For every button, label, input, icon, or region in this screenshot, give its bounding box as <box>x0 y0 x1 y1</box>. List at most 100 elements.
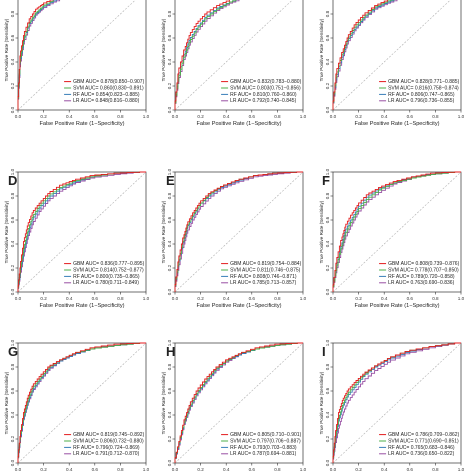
x-tick-label: 0.8 <box>432 467 439 472</box>
y-tick-label: 0.0 <box>10 459 15 466</box>
x-tick-label: 0.4 <box>66 114 73 119</box>
panel-letter: D <box>8 173 17 188</box>
legend-entry-lr: LR AUC= 0.787(0.694−0.881) <box>230 451 296 457</box>
y-axis-title: True Positive Rate (Sensitivity) <box>161 200 166 263</box>
legend-entry-lr: LR AUC= 0.780(0.711−0.849) <box>73 280 139 286</box>
roc-curve-svm <box>17 0 57 110</box>
plot-frame <box>332 342 462 464</box>
y-tick-label: 0.8 <box>325 363 330 370</box>
y-tick-label: 0.0 <box>325 459 330 466</box>
y-tick-label: 0.0 <box>325 106 330 113</box>
x-tick-label: 0.6 <box>407 467 414 472</box>
y-axis-title: True Positive Rate (Sensitivity) <box>4 371 9 434</box>
chance-diagonal <box>332 171 462 293</box>
y-tick-label: 0.6 <box>10 34 15 41</box>
x-tick-label: 0.8 <box>117 296 124 301</box>
legend-entry-rf: RF AUC= 0.793(0.703−0.883) <box>230 445 297 451</box>
legend-entry-rf: RF AUC= 0.765(0.683−0.846) <box>388 445 455 451</box>
roc-panel-g: G0.00.00.20.20.40.40.60.60.80.81.01.0Fal… <box>4 339 150 472</box>
x-tick-label: 0.0 <box>330 114 337 119</box>
legend-entry-svm: SVM AUC= 0.803(0.751−0.856) <box>230 85 301 91</box>
y-tick-label: 0.6 <box>325 387 330 394</box>
y-tick-label: 0.6 <box>167 216 172 223</box>
x-tick-label: 0.6 <box>407 114 414 119</box>
legend-entry-lr: LR AUC= 0.848(0.816−0.880) <box>73 98 139 104</box>
legend-entry-gbm: GBM AUC= 0.808(0.739−0.876) <box>388 261 459 267</box>
x-tick-label: 0.0 <box>15 296 22 301</box>
legend-entry-lr: LR AUC= 0.763(0.690−0.836) <box>388 280 454 286</box>
legend-entry-lr: LR AUC= 0.736(0.650−0.822) <box>388 451 454 457</box>
x-tick-label: 0.6 <box>92 296 99 301</box>
x-tick-label: 0.8 <box>117 467 124 472</box>
x-tick-label: 0.6 <box>249 114 256 119</box>
legend-entry-gbm: GBM AUC= 0.878(0.850−0.907) <box>73 79 144 85</box>
roc-curve-svm <box>332 171 461 292</box>
plot-frame <box>17 0 147 111</box>
panel-letter: E <box>166 173 175 188</box>
roc-panel-e: E 0.00.0 0.2 0.2 0.4 0.4 0.6 0.6 0.8 0.8 1.0 1.0 Fal… <box>161 168 307 309</box>
y-tick-label: 0.8 <box>167 363 172 370</box>
legend-entry-svm: SVM AUC= 0.860(0.830−0.891) <box>73 85 144 91</box>
legend-entry-lr: LR AUC= 0.791(0.712−0.870) <box>73 451 139 457</box>
legend-entry-svm: SVM AUC= 0.797(0.706−0.887) <box>230 438 301 444</box>
y-tick-label: 0.4 <box>10 411 15 418</box>
roc-curve-gbm <box>17 171 146 292</box>
legend-entry-rf: RF AUC= 0.808(0.746−0.871) <box>230 274 297 280</box>
x-axis-title: False Positive Rate (1−Specificity) <box>354 121 439 127</box>
y-tick-label: 1.0 <box>10 339 15 346</box>
x-axis-title: False Positive Rate (1−Specificity) <box>39 303 124 309</box>
x-tick-label: 1.0 <box>300 467 307 472</box>
x-tick-label: 1.0 <box>143 114 150 119</box>
y-tick-label: 0.4 <box>167 58 172 65</box>
x-tick-label: 0.0 <box>330 296 337 301</box>
chance-diagonal <box>174 342 304 464</box>
roc-curve-lr <box>17 0 64 110</box>
x-tick-label: 0.8 <box>432 296 439 301</box>
panel-letter: H <box>166 344 175 359</box>
chance-diagonal <box>174 171 304 293</box>
x-tick-label: 0.8 <box>274 296 281 301</box>
roc-panel-h: H0.00.00.20.20.40.40.60.60.80.81.01.0Fal… <box>161 339 307 472</box>
legend-entry-lr: LR AUC= 0.792(0.740−0.845) <box>230 98 296 104</box>
x-tick-label: 0.2 <box>197 296 204 301</box>
x-tick-label: 1.0 <box>300 296 307 301</box>
x-tick-label: 0.4 <box>223 114 230 119</box>
y-tick-label: 0.2 <box>167 264 172 271</box>
chance-diagonal <box>17 0 136 111</box>
y-tick-label: 0.6 <box>10 216 15 223</box>
plot-frame <box>332 0 462 111</box>
y-axis-title: True Positive Rate (Sensitivity) <box>4 18 9 81</box>
y-axis-title: True Positive Rate (Sensitivity) <box>161 18 166 81</box>
y-tick-label: 1.0 <box>167 168 172 175</box>
roc-panel-d: D 0.00.0 0.2 0.2 0.4 0.4 0.6 0.6 0.8 0.8 1.0 1.0 Fal… <box>4 168 150 309</box>
y-axis-title: True Positive Rate (Sensitivity) <box>319 200 324 263</box>
y-tick-label: 0.2 <box>167 435 172 442</box>
y-tick-label: 1.0 <box>10 168 15 175</box>
x-tick-label: 0.6 <box>92 467 99 472</box>
x-tick-label: 0.4 <box>381 296 388 301</box>
x-axis-title: False Positive Rate (1−Specificity) <box>354 303 439 309</box>
legend-entry-gbm: GBM AUC= 0.786(0.709−0.862) <box>388 432 459 438</box>
x-tick-label: 0.0 <box>330 467 337 472</box>
plot-frame <box>174 0 304 111</box>
plot-frame <box>17 342 147 464</box>
roc-curve-gbm <box>174 342 303 463</box>
x-tick-label: 1.0 <box>458 296 465 301</box>
x-axis-title: False Positive Rate (1−Specificity) <box>196 303 281 309</box>
legend-entry-lr: LR AUC= 0.796(0.736−0.855) <box>388 98 454 104</box>
plot-frame <box>17 171 147 293</box>
legend-entry-gbm: GBM AUC= 0.836(0.777−0.895) <box>73 261 144 267</box>
y-tick-label: 0.8 <box>10 10 15 17</box>
plot-frame <box>174 171 304 293</box>
y-tick-label: 0.8 <box>167 10 172 17</box>
x-tick-label: 0.2 <box>40 114 47 119</box>
y-axis-title: True Positive Rate (Sensitivity) <box>319 18 324 81</box>
y-tick-label: 0.0 <box>10 106 15 113</box>
y-tick-label: 0.4 <box>10 58 15 65</box>
chance-diagonal <box>17 171 147 293</box>
plot-frame <box>332 171 462 293</box>
x-tick-label: 0.4 <box>223 296 230 301</box>
x-tick-label: 1.0 <box>458 467 465 472</box>
x-tick-label: 0.4 <box>223 467 230 472</box>
legend-entry-svm: SVM AUC= 0.778(0.707−0.850) <box>388 267 459 273</box>
